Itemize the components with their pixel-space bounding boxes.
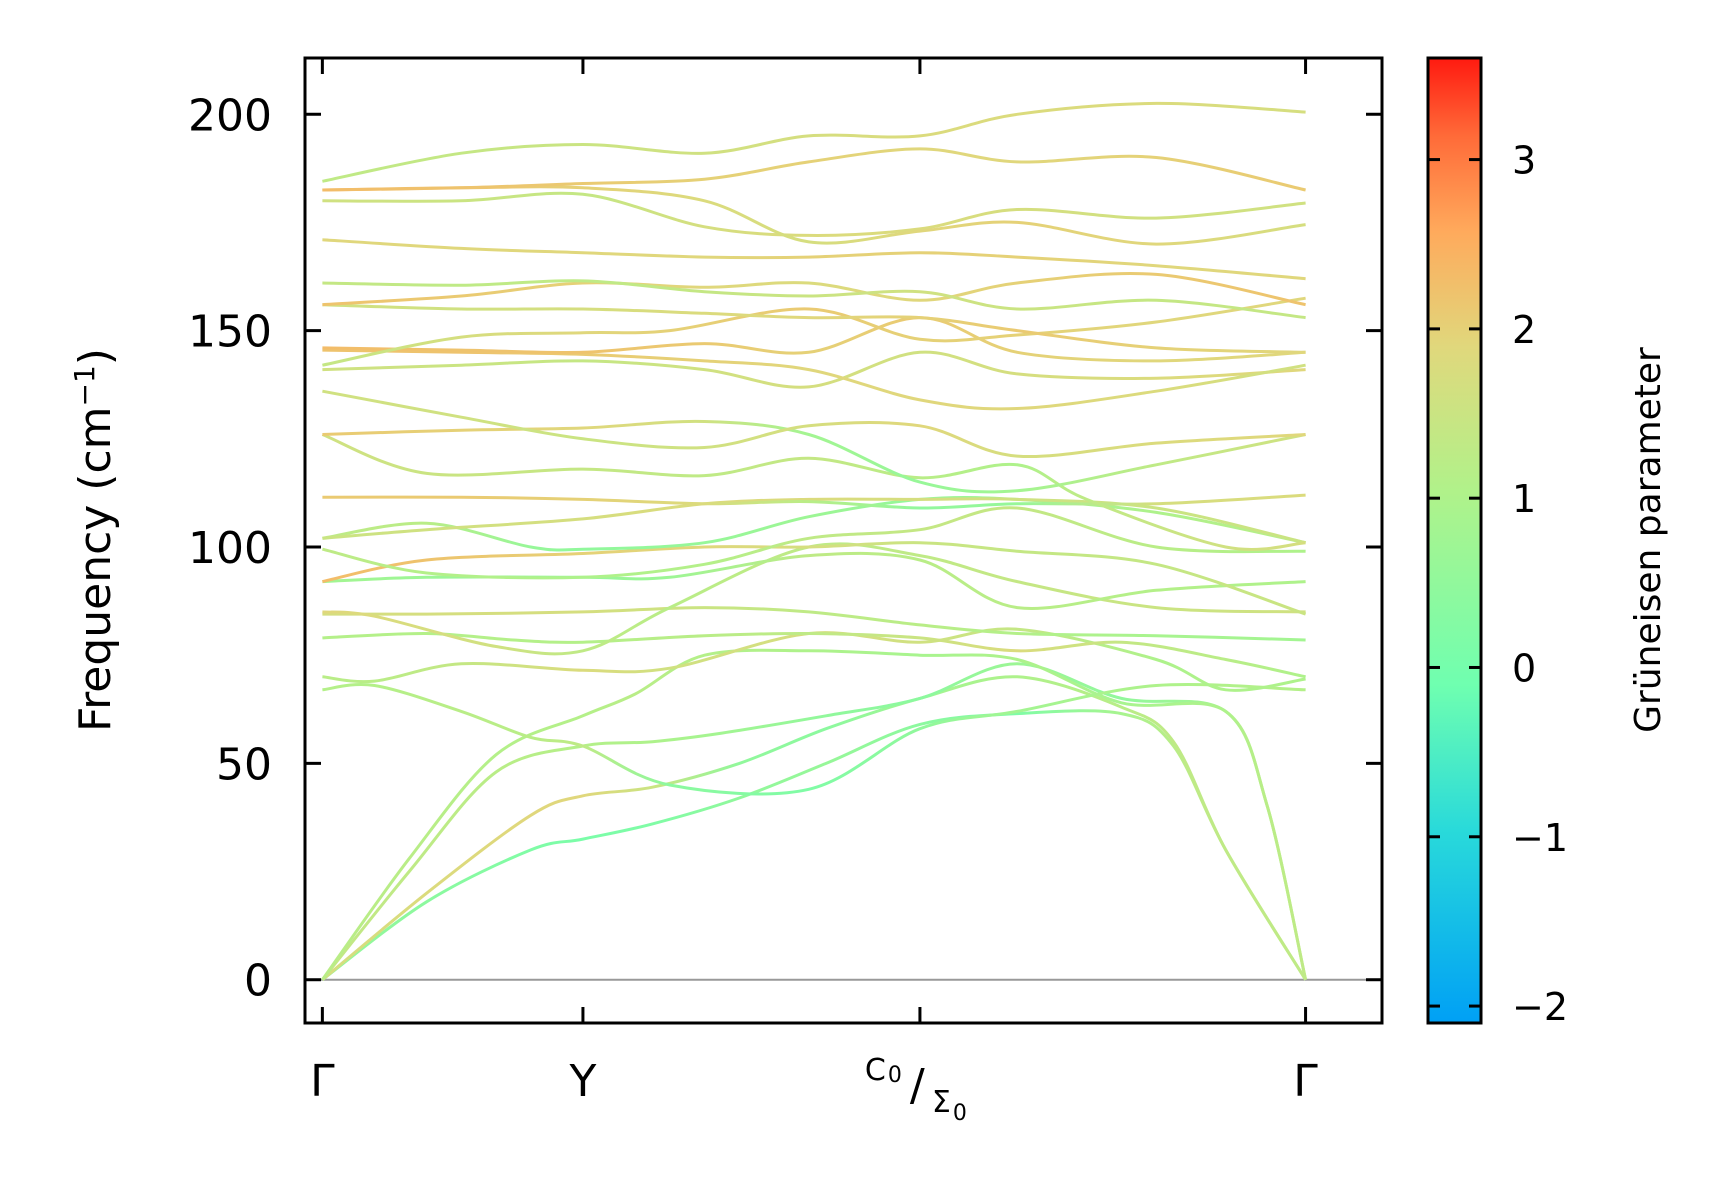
band-line-band-15	[322, 493, 1306, 510]
y-tick-label: 150	[188, 307, 272, 358]
y-axis-label: Frequency (cm−1)	[68, 348, 121, 732]
band-line-band-20	[322, 348, 1306, 411]
y-tick-label: 0	[244, 956, 272, 1007]
x-tick-label-upper: C	[865, 1053, 886, 1088]
band-line-band-30	[322, 101, 1306, 183]
x-tick-label-lower: Σ	[932, 1085, 951, 1120]
band-line-acoustic-3	[321, 662, 1308, 981]
band-line-band-8	[322, 606, 1306, 642]
colorbar-tick-label: −1	[1512, 816, 1568, 860]
band-line-band-24	[322, 271, 1306, 307]
colorbar-tick-label: 0	[1512, 646, 1536, 690]
band-line-band-22	[322, 296, 1306, 367]
colorbar-tick-label: 1	[1512, 477, 1536, 521]
band-line-band-18	[322, 389, 1306, 459]
band-line-band-17	[322, 419, 1306, 494]
band-lines-layer	[321, 101, 1308, 981]
colorbar	[1426, 56, 1483, 1025]
colorbar-tick-label: 3	[1512, 139, 1536, 183]
band-line-band-25	[322, 279, 1306, 320]
y-ticks: 0 50 100 150 200	[188, 90, 1382, 1007]
x-tick-label-separator: /	[910, 1060, 925, 1111]
colorbar-label: Grüneisen parameter	[1628, 347, 1669, 733]
band-line-band-26	[322, 238, 1306, 281]
y-axis-label-close: )	[70, 348, 121, 365]
x-tick-label-lower-sub: 0	[953, 1101, 967, 1126]
band-line-band-16	[321, 433, 1306, 551]
x-tick-label: Γ	[310, 1056, 335, 1107]
band-line-band-6	[322, 627, 1306, 692]
band-line-band-11	[322, 541, 1307, 616]
band-line-band-12	[322, 506, 1306, 580]
band-line-band-9	[322, 542, 1306, 656]
band-line-band-23	[322, 303, 1306, 354]
y-axis-label-main: Frequency (cm	[70, 406, 121, 732]
band-line-band-29	[322, 147, 1306, 192]
band-line-band-27	[322, 191, 1306, 237]
x-tick-label-upper-sub: 0	[888, 1063, 902, 1088]
band-line-band-7	[322, 631, 1306, 679]
colorbar-ticks: −2 −1 0 1 2 3	[1428, 139, 1568, 1029]
y-tick-label: 100	[188, 523, 272, 574]
band-line-band-13	[322, 495, 1306, 552]
x-ticks: Γ Y C 0/Σ 0Γ	[310, 58, 1318, 1126]
band-line-acoustic-4	[321, 648, 1308, 981]
y-tick-label: 50	[216, 739, 272, 790]
colorbar-tick-label: −2	[1512, 985, 1568, 1029]
band-line-band-21	[322, 316, 1306, 363]
x-tick-label: Y	[568, 1056, 596, 1107]
band-line-acoustic-2	[321, 675, 1307, 981]
x-tick-label-split: C 0/Σ 0	[865, 1053, 967, 1126]
band-line-band-5	[322, 683, 1306, 796]
x-tick-label: Γ	[1293, 1056, 1318, 1107]
plot-frame	[303, 56, 1384, 1025]
y-tick-label: 200	[188, 90, 272, 141]
band-line-acoustic-1	[321, 709, 1307, 981]
band-line-band-19	[322, 350, 1306, 389]
band-line-band-10	[322, 551, 1306, 610]
colorbar-tick-label: 2	[1512, 308, 1536, 352]
y-axis-label-superscript: −1	[68, 365, 101, 406]
